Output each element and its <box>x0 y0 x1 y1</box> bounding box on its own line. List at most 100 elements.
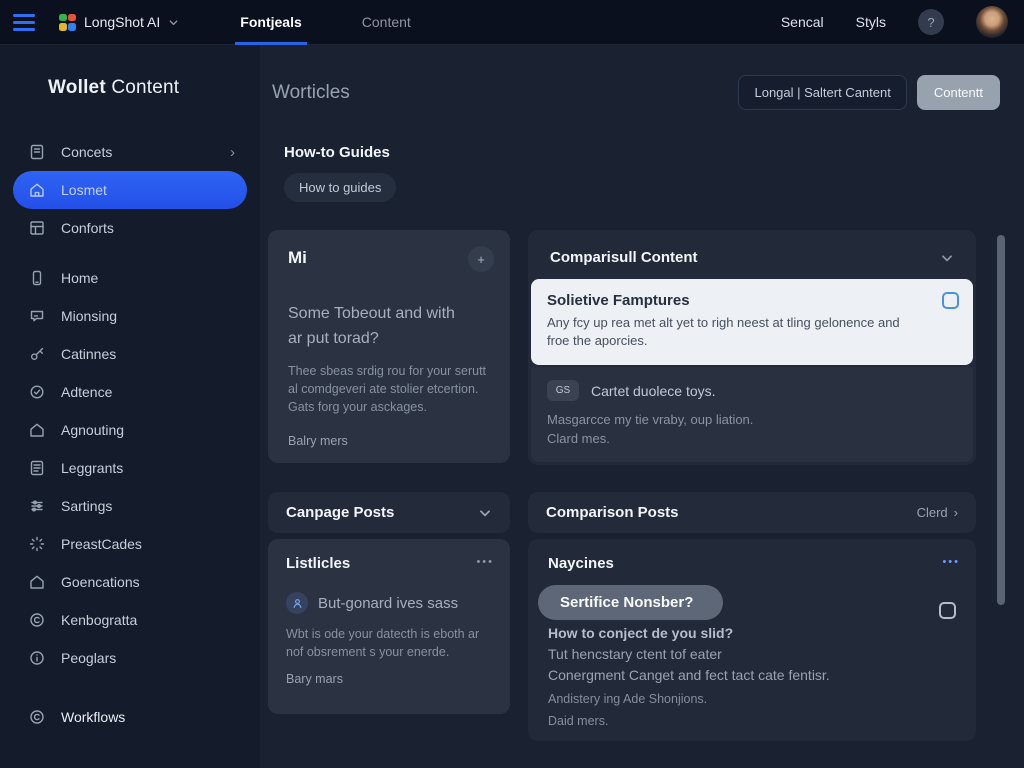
copyright-icon <box>28 611 46 629</box>
sidebar-item-label: Mionsing <box>61 308 118 324</box>
card-title: Listlicles <box>286 555 351 572</box>
sidebar: Wollet Content Concets › Losmet Conforts… <box>0 45 260 768</box>
sidebar-title-bold: Wollet <box>48 77 106 98</box>
sidebar-item-label: Agnouting <box>61 422 125 438</box>
sidebar-item-goencations[interactable]: Goencations <box>13 563 247 601</box>
card-title: Naycines <box>548 555 614 572</box>
card-line: Tut hencstary ctent tof eater <box>548 646 722 662</box>
sidebar-item-concets[interactable]: Concets › <box>13 133 247 171</box>
highlighted-pill[interactable]: Sertifice Nonsber? <box>538 585 724 620</box>
item-checkbox[interactable] <box>939 602 956 619</box>
table-icon <box>28 219 46 237</box>
cards-grid: Mi + Some Tobeout and with ar put torad?… <box>268 230 1024 741</box>
feature-checkbox[interactable] <box>942 292 959 309</box>
card-line: How to conject de you slid? <box>548 625 734 641</box>
read-more-link[interactable]: Balry mers <box>288 434 348 448</box>
sliders-icon <box>28 497 46 515</box>
header-actions: Longal | Saltert Cantent Contentt <box>738 75 1000 110</box>
header-title: Comparison Posts <box>546 504 679 521</box>
sidebar-item-peoglars[interactable]: Peoglars <box>13 639 247 677</box>
tab-content[interactable]: Content <box>357 0 416 45</box>
more-menu-icon[interactable]: ••• <box>942 556 960 568</box>
card-subtitle: Some Tobeout and with ar put torad? <box>288 305 455 347</box>
scrollbar-thumb[interactable] <box>997 235 1005 605</box>
canpage-posts-header[interactable]: Canpage Posts <box>268 492 510 533</box>
card-action-button[interactable]: + <box>468 246 494 272</box>
sidebar-item-label: Goencations <box>61 574 140 590</box>
check-circle-icon <box>28 383 46 401</box>
naycines-card: Naycines ••• Sertifice Nonsber? How to c… <box>528 539 976 741</box>
help-icon[interactable]: ? <box>918 9 944 35</box>
sidebar-item-agnouting[interactable]: Agnouting <box>13 411 247 449</box>
info-icon <box>28 649 46 667</box>
card-title: Comparisull Content <box>550 249 698 266</box>
sidebar-gap <box>13 677 247 698</box>
sidebar-item-leggrants[interactable]: Leggrants <box>13 449 247 487</box>
copyright-icon <box>28 708 46 726</box>
home-icon <box>28 421 46 439</box>
feature-card[interactable]: Solietive Famptures Any fcy up rea met a… <box>531 279 973 365</box>
card-header[interactable]: Comparisull Content <box>528 230 976 279</box>
chevron-down-icon[interactable] <box>940 251 954 265</box>
flower-icon <box>28 535 46 553</box>
sidebar-item-label: PreastCades <box>61 536 142 552</box>
sidebar-gap <box>13 247 247 259</box>
page-header: Worticles Longal | Saltert Cantent Conte… <box>272 75 1000 110</box>
mi-card: Mi + Some Tobeout and with ar put torad?… <box>268 230 510 463</box>
sidebar-item-label: Adtence <box>61 384 113 400</box>
list-icon <box>28 459 46 477</box>
sidebar-item-label: Losmet <box>61 182 107 198</box>
tab-label: Content <box>361 14 411 30</box>
sidebar-item-adtence[interactable]: Adtence <box>13 373 247 411</box>
gs-badge: GS <box>547 380 579 401</box>
topbar-right: Sencal Styls ? <box>781 6 1008 38</box>
brand-switcher[interactable]: LongShot AI <box>59 13 179 31</box>
avatar[interactable] <box>976 6 1008 38</box>
more-menu-icon[interactable]: ••• <box>476 556 494 568</box>
sidebar-item-sartings[interactable]: Sartings <box>13 487 247 525</box>
canpage-column: Canpage Posts Listlicles ••• But-gonard … <box>268 492 510 714</box>
read-more-link[interactable]: Bary mars <box>286 672 343 687</box>
chevron-down-icon[interactable] <box>478 506 492 520</box>
comparison-posts-header[interactable]: Comparison Posts Clerd › <box>528 492 976 533</box>
how-to-guides-section: How-to Guides How to guides <box>284 144 1024 202</box>
sidebar-item-losmet[interactable]: Losmet <box>13 171 247 209</box>
document-icon <box>28 143 46 161</box>
home-icon <box>28 573 46 591</box>
help-glyph: ? <box>927 14 935 30</box>
chevron-right-icon: › <box>230 143 235 161</box>
hamburger-menu-icon[interactable] <box>13 13 35 31</box>
sidebar-item-kenbogratta[interactable]: Kenbogratta <box>13 601 247 639</box>
sidebar-item-catinnes[interactable]: Catinnes <box>13 335 247 373</box>
card-body: Wbt is ode your datecth is eboth ar nof … <box>286 627 480 660</box>
nav-link-sencal[interactable]: Sencal <box>780 14 824 30</box>
sidebar-item-conforts[interactable]: Conforts <box>13 209 247 247</box>
person-icon <box>286 592 308 614</box>
nav-link-styls[interactable]: Styls <box>855 14 886 30</box>
list-row[interactable]: But-gonard ives sass <box>286 592 492 614</box>
sidebar-item-workflows[interactable]: Workflows <box>13 698 247 736</box>
sidebar-item-label: Concets <box>61 144 113 160</box>
sidebar-item-label: Workflows <box>61 709 126 725</box>
home-icon <box>28 181 46 199</box>
sidebar-item-preastcades[interactable]: PreastCades <box>13 525 247 563</box>
sidebar-item-label: Sartings <box>61 498 113 514</box>
sidebar-item-label: Catinnes <box>61 346 117 362</box>
how-to-guides-chip[interactable]: How to guides <box>284 173 397 202</box>
content-button[interactable]: Contentt <box>916 75 1000 110</box>
card-body: Thee sbeas srdig rou for your serutt al … <box>288 363 487 414</box>
row-line: Clard mes. <box>547 431 610 446</box>
read-more-link[interactable]: Daid mers. <box>548 714 609 728</box>
clerd-link[interactable]: Clerd › <box>917 505 958 520</box>
tab-fontjeals[interactable]: Fontjeals <box>235 0 307 45</box>
sidebar-item-label: Peoglars <box>61 650 117 666</box>
comparisull-content-card: Comparisull Content Solietive Famptures … <box>528 230 976 465</box>
card-title: Mi <box>288 248 307 267</box>
longal-saltert-content-button[interactable]: Longal | Saltert Cantent <box>738 75 907 110</box>
sidebar-item-label: Home <box>61 270 99 286</box>
sidebar-item-label: Conforts <box>61 220 114 236</box>
sidebar-item-home[interactable]: Home <box>13 259 247 297</box>
action-label: Clerd <box>916 505 948 520</box>
sidebar-item-mionsing[interactable]: Mionsing <box>13 297 247 335</box>
